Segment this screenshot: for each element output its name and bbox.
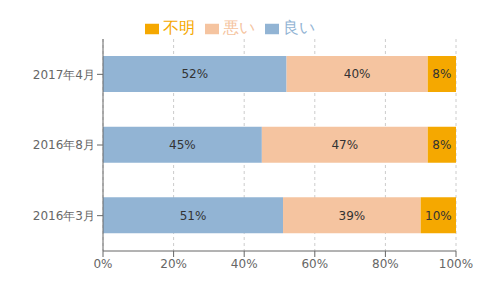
html-text:良い: 良い (282, 18, 315, 37)
svg-text:40%: 40% (344, 67, 371, 81)
svg-text:8%: 8% (432, 67, 451, 81)
svg-text:40%: 40% (231, 257, 258, 271)
svg-text:47%: 47% (331, 138, 358, 152)
svg-text:2017年4月: 2017年4月 (33, 68, 95, 82)
svg-text:100%: 100% (439, 257, 473, 271)
svg-text:80%: 80% (372, 257, 399, 271)
svg-text:0%: 0% (93, 257, 112, 271)
svg-text:60%: 60% (301, 257, 328, 271)
svg-text:52%: 52% (181, 67, 208, 81)
svg-text:51%: 51% (180, 209, 207, 223)
svg-text:10%: 10% (425, 209, 452, 223)
svg-text:39%: 39% (339, 209, 366, 223)
html-text:悪い: 悪い (222, 18, 255, 37)
html-text:不明: 不明 (162, 18, 195, 37)
svg-text:2016年3月: 2016年3月 (33, 209, 95, 223)
svg-text:45%: 45% (169, 138, 196, 152)
svg-text:2016年8月: 2016年8月 (33, 138, 95, 152)
svg-text:20%: 20% (160, 257, 187, 271)
svg-text:8%: 8% (432, 138, 451, 152)
